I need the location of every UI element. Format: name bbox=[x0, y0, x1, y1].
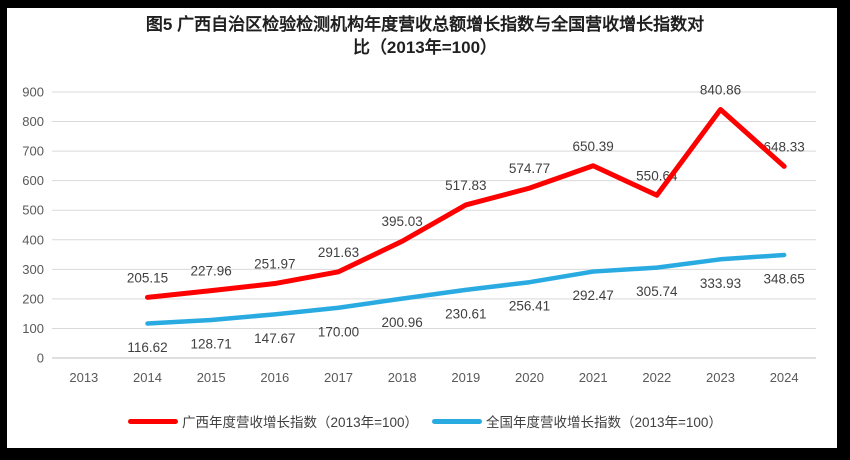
series-line-0 bbox=[145, 106, 787, 300]
series-line-1 bbox=[145, 252, 787, 326]
data-label: 116.62 bbox=[127, 340, 167, 355]
data-label: 648.33 bbox=[764, 139, 805, 154]
data-label: 574.77 bbox=[509, 161, 550, 176]
legend-blue-line-swatch bbox=[432, 418, 482, 424]
y-tick-label: 100 bbox=[22, 321, 44, 336]
y-tick-label: 200 bbox=[22, 291, 44, 306]
y-tick-label: 800 bbox=[22, 114, 44, 129]
chart-title-line2: 比（2013年=100） bbox=[352, 38, 498, 57]
y-tick-label: 600 bbox=[22, 173, 44, 188]
data-label: 147.67 bbox=[254, 331, 295, 346]
x-tick-label: 2018 bbox=[388, 370, 417, 385]
data-label: 200.96 bbox=[382, 315, 423, 330]
data-label: 230.61 bbox=[445, 306, 486, 321]
legend-label-guangxi: 广西年度营收增长指数（2013年=100） bbox=[182, 415, 418, 430]
x-tick-label: 2016 bbox=[260, 370, 289, 385]
x-tick-label: 2022 bbox=[642, 370, 671, 385]
data-label: 170.00 bbox=[318, 324, 359, 339]
data-label: 333.93 bbox=[700, 276, 741, 291]
y-tick-label: 700 bbox=[22, 144, 44, 159]
x-tick-label: 2020 bbox=[515, 370, 544, 385]
x-tick-label: 2014 bbox=[133, 370, 162, 385]
data-label: 292.47 bbox=[573, 288, 614, 303]
legend-item-guangxi: 广西年度营收增长指数（2013年=100） bbox=[128, 411, 418, 431]
x-tick-label: 2021 bbox=[579, 370, 608, 385]
x-tick-label: 2023 bbox=[706, 370, 735, 385]
x-tick-label: 2015 bbox=[197, 370, 226, 385]
x-tick-label: 2024 bbox=[770, 370, 799, 385]
y-tick-label: 900 bbox=[22, 85, 44, 100]
chart-title: 图5 广西自治区检验检测机构年度营收总额增长指数与全国营收增长指数对 比（201… bbox=[0, 13, 850, 59]
data-label: 305.74 bbox=[636, 284, 678, 299]
x-tick-label: 2013 bbox=[69, 370, 98, 385]
data-label: 256.41 bbox=[509, 299, 550, 314]
y-tick-label: 300 bbox=[22, 262, 44, 277]
chart-title-line1: 图5 广西自治区检验检测机构年度营收总额增长指数与全国营收增长指数对 bbox=[145, 15, 705, 34]
legend-red-line-swatch bbox=[128, 418, 179, 424]
data-label: 348.65 bbox=[764, 271, 805, 286]
x-tick-label: 2017 bbox=[324, 370, 353, 385]
data-label: 251.97 bbox=[254, 257, 295, 272]
y-tick-label: 0 bbox=[37, 351, 44, 366]
data-label: 650.39 bbox=[573, 139, 614, 154]
y-tick-label: 400 bbox=[22, 232, 44, 247]
data-label: 227.96 bbox=[191, 264, 232, 279]
y-tick-label: 500 bbox=[22, 203, 44, 218]
data-label: 840.86 bbox=[700, 82, 741, 97]
x-tick-label: 2019 bbox=[451, 370, 480, 385]
data-label: 517.83 bbox=[445, 178, 486, 193]
data-label: 128.71 bbox=[191, 336, 232, 351]
chart-legend: 广西年度营收增长指数（2013年=100） 全国年度营收增长指数（2013年=1… bbox=[0, 409, 850, 433]
data-label: 395.03 bbox=[382, 214, 423, 229]
data-label: 205.15 bbox=[127, 270, 168, 285]
legend-item-national: 全国年度营收增长指数（2013年=100） bbox=[432, 411, 722, 431]
data-label: 291.63 bbox=[318, 245, 359, 260]
legend-label-national: 全国年度营收增长指数（2013年=100） bbox=[486, 415, 722, 430]
